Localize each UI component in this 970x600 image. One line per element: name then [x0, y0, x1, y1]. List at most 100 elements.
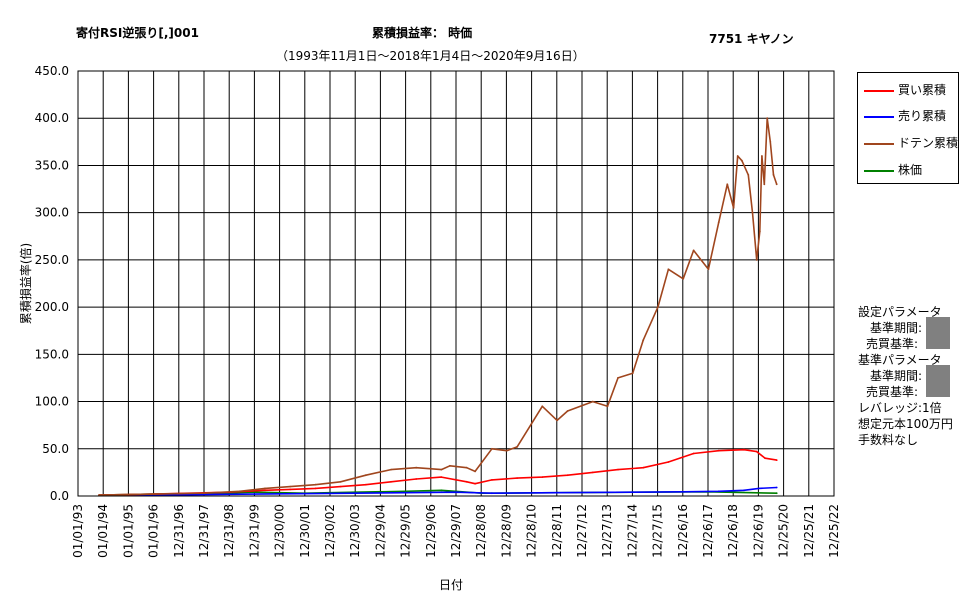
data-point-2	[741, 159, 743, 162]
x-tick-label: 12/27/13	[600, 504, 614, 558]
param-base-title: 基準パラメータ	[858, 353, 942, 367]
param-leverage: レバレッジ:1倍	[858, 401, 942, 415]
param-set-trade: 売買基準:	[866, 337, 919, 351]
data-point-3	[775, 492, 778, 495]
data-point-2	[755, 259, 758, 261]
x-tick-label: 12/26/16	[676, 504, 690, 558]
x-tick-label: 01/01/93	[71, 504, 85, 558]
data-point-2	[606, 405, 609, 408]
data-point-0	[364, 483, 367, 486]
y-tick-label: 400.0	[35, 111, 69, 125]
param-set-redacted	[926, 317, 950, 349]
y-tick-label: 300.0	[35, 206, 69, 220]
data-point-0	[617, 468, 619, 471]
data-point-2	[541, 405, 544, 408]
x-tick-label: 12/30/03	[348, 504, 362, 558]
x-tick-label: 12/27/15	[651, 504, 665, 558]
data-point-3	[440, 489, 443, 492]
x-tick-label: 12/28/10	[525, 504, 539, 558]
data-point-2	[617, 377, 619, 379]
data-point-0	[474, 482, 476, 485]
x-tick-label: 01/01/96	[147, 504, 161, 558]
y-tick-label: 150.0	[35, 347, 69, 361]
legend-label-doten: ドテン累積	[898, 136, 959, 150]
data-point-0	[743, 448, 745, 451]
data-point-1	[682, 490, 685, 493]
data-point-2	[465, 466, 468, 469]
data-point-0	[440, 476, 443, 478]
data-point-3	[404, 490, 407, 493]
data-point-0	[667, 461, 670, 463]
series-line-2	[98, 117, 778, 496]
data-point-2	[682, 277, 685, 280]
x-tick-label: 12/29/06	[424, 504, 438, 558]
legend-label-sell: 売り累積	[898, 109, 947, 123]
data-point-2	[491, 447, 493, 450]
x-tick-label: 12/26/17	[701, 504, 715, 558]
data-point-2	[440, 468, 443, 471]
data-point-0	[775, 459, 778, 461]
param-base-redacted	[926, 365, 950, 397]
x-tick-label: 12/25/21	[802, 504, 816, 558]
data-point-2	[717, 221, 720, 224]
data-point-2	[726, 183, 729, 186]
y-tick-label: 250.0	[35, 253, 69, 267]
data-point-1	[556, 491, 558, 494]
data-point-0	[390, 480, 392, 483]
data-point-1	[743, 489, 745, 492]
x-tick-label: 12/28/09	[499, 504, 513, 558]
legend-swatch-buy	[864, 89, 894, 92]
x-tick-label: 12/29/05	[399, 504, 413, 558]
data-point-1	[775, 486, 778, 489]
data-point-2	[692, 249, 695, 252]
strategy-title: 寄付RSI逆張り[,]001	[76, 26, 199, 40]
data-point-0	[289, 488, 292, 491]
x-tick-label: 12/30/01	[298, 504, 312, 558]
legend-swatch-doten	[864, 142, 894, 145]
data-point-2	[657, 306, 659, 308]
x-tick-label: 12/26/18	[726, 504, 740, 558]
x-tick-label: 12/29/04	[373, 504, 387, 558]
data-point-0	[264, 489, 266, 492]
legend-label-price: 株価	[898, 163, 923, 177]
param-base-period: 基準期間:	[870, 369, 923, 383]
x-tick-label: 12/28/11	[550, 504, 564, 558]
x-tick-label: 12/27/12	[575, 504, 589, 558]
param-set-period: 基準期間:	[870, 321, 923, 335]
x-tick-label: 12/31/98	[222, 504, 236, 558]
data-point-2	[289, 485, 292, 488]
x-tick-label: 12/25/20	[777, 504, 791, 558]
data-point-1	[631, 491, 634, 494]
data-point-1	[491, 492, 493, 495]
period-subtitle: （1993年11月1日～2018年1月4日～2020年9月16日）	[276, 49, 585, 63]
data-point-0	[339, 485, 342, 488]
data-point-2	[766, 117, 769, 120]
metric-title: 累積損益率： 時価	[372, 26, 473, 40]
plot-border	[77, 70, 835, 497]
data-point-2	[772, 174, 775, 176]
data-point-0	[717, 449, 720, 452]
data-point-2	[474, 470, 476, 473]
legend-swatch-sell	[864, 115, 894, 118]
y-tick-label: 100.0	[35, 395, 69, 409]
y-tick-label: 200.0	[35, 300, 69, 314]
y-tick-label: 350.0	[35, 158, 69, 172]
param-fee: 手数料なし	[858, 433, 919, 447]
data-point-1	[455, 491, 458, 494]
data-point-2	[390, 468, 392, 471]
data-point-2	[642, 339, 645, 342]
data-point-0	[491, 479, 493, 481]
data-point-2	[415, 466, 418, 469]
data-point-2	[667, 268, 670, 271]
x-tick-label: 01/01/95	[121, 504, 135, 558]
data-point-2	[314, 483, 317, 486]
param-base-trade: 売買基準:	[866, 385, 919, 399]
data-point-2	[751, 211, 754, 214]
x-tick-label: 12/29/07	[449, 504, 463, 558]
x-tick-label: 12/27/14	[625, 504, 639, 558]
legend-item-doten: ドテン累積	[864, 134, 959, 150]
data-point-2	[591, 400, 594, 403]
data-point-1	[354, 492, 357, 495]
data-point-2	[763, 183, 766, 186]
